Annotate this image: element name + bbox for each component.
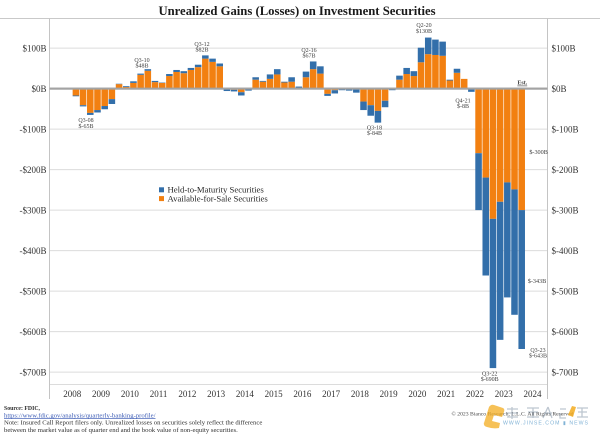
- svg-text:Q3-10: Q3-10: [134, 58, 149, 64]
- svg-text:Note: Insured Call Report file: Note: Insured Call Report filers only. U…: [4, 420, 262, 427]
- svg-text:2012: 2012: [178, 389, 196, 399]
- svg-text:Q4-21: Q4-21: [455, 99, 470, 105]
- svg-text:$100B: $100B: [22, 43, 46, 53]
- svg-text:$100B: $100B: [552, 43, 576, 53]
- svg-text:$-690B: $-690B: [481, 376, 499, 383]
- svg-text:2011: 2011: [150, 389, 168, 399]
- svg-text:$-100B: $-100B: [552, 124, 579, 134]
- svg-text:2022: 2022: [466, 389, 484, 399]
- svg-text:2021: 2021: [437, 389, 455, 399]
- svg-text:$-500B: $-500B: [552, 286, 579, 296]
- svg-text:Q3-08: Q3-08: [78, 118, 93, 124]
- svg-text:-$200B: -$200B: [20, 165, 47, 175]
- svg-text:$0B: $0B: [31, 84, 46, 94]
- svg-text:-$700B: -$700B: [20, 367, 47, 377]
- svg-text:Q3-12: Q3-12: [194, 42, 209, 48]
- svg-text:-$300B: -$300B: [20, 205, 47, 215]
- svg-text:https://www.fdic.gov/analysis/: https://www.fdic.gov/analysis/quarterly-…: [4, 412, 156, 419]
- svg-text:Source: FDIC,: Source: FDIC,: [4, 406, 41, 412]
- svg-text:Held-to-Maturity Securities: Held-to-Maturity Securities: [168, 185, 265, 195]
- svg-text:between the market value as of: between the market value as of quarter e…: [4, 427, 238, 434]
- svg-text:2014: 2014: [236, 389, 255, 399]
- svg-text:$-65B: $-65B: [79, 123, 94, 130]
- svg-text:Est.: Est.: [517, 81, 527, 87]
- svg-text:Unrealized Gains (Losses) on I: Unrealized Gains (Losses) on Investment …: [158, 4, 435, 18]
- svg-text:2013: 2013: [207, 389, 226, 399]
- svg-text:$82B: $82B: [195, 47, 208, 54]
- svg-text:2008: 2008: [63, 389, 82, 399]
- svg-text:Q2-16: Q2-16: [301, 48, 316, 54]
- svg-text:2023: 2023: [495, 389, 514, 399]
- svg-text:WWW.JINSE.COM ▮ NEWS: WWW.JINSE.COM ▮ NEWS: [503, 421, 589, 427]
- svg-text:-$500B: -$500B: [20, 286, 47, 296]
- svg-text:$-700B: $-700B: [552, 367, 579, 377]
- svg-text:$130B: $130B: [416, 28, 432, 35]
- svg-text:-$100B: -$100B: [20, 124, 47, 134]
- svg-text:2017: 2017: [322, 389, 341, 399]
- svg-text:2016: 2016: [293, 389, 312, 399]
- svg-text:$-84B: $-84B: [367, 130, 382, 137]
- svg-text:$-343B: $-343B: [528, 278, 547, 285]
- svg-text:Q3-23: Q3-23: [530, 348, 545, 354]
- svg-text:$48B: $48B: [135, 63, 148, 70]
- svg-text:$0B: $0B: [552, 84, 567, 94]
- svg-text:Available-for-Sale Securities: Available-for-Sale Securities: [168, 193, 269, 203]
- svg-text:-$400B: -$400B: [20, 246, 47, 256]
- svg-text:2024: 2024: [523, 389, 542, 399]
- svg-text:$-643B: $-643B: [529, 353, 547, 360]
- svg-text:Q3-22: Q3-22: [482, 371, 497, 377]
- svg-text:Q2-20: Q2-20: [416, 23, 431, 29]
- svg-text:$-300B: $-300B: [529, 149, 548, 156]
- svg-text:2015: 2015: [265, 389, 284, 399]
- svg-text:Q3-18: Q3-18: [367, 126, 382, 132]
- svg-text:-$600B: -$600B: [20, 327, 47, 337]
- svg-text:$-600B: $-600B: [552, 327, 579, 337]
- svg-text:$-400B: $-400B: [552, 246, 579, 256]
- svg-text:$67B: $67B: [302, 53, 315, 60]
- svg-text:2019: 2019: [380, 389, 399, 399]
- svg-text:2018: 2018: [351, 389, 370, 399]
- svg-text:$-300B: $-300B: [552, 205, 579, 215]
- svg-text:2020: 2020: [408, 389, 427, 399]
- svg-text:2009: 2009: [92, 389, 111, 399]
- svg-text:$-200B: $-200B: [552, 165, 579, 175]
- svg-text:2010: 2010: [121, 389, 140, 399]
- svg-text:$-8B: $-8B: [457, 103, 469, 110]
